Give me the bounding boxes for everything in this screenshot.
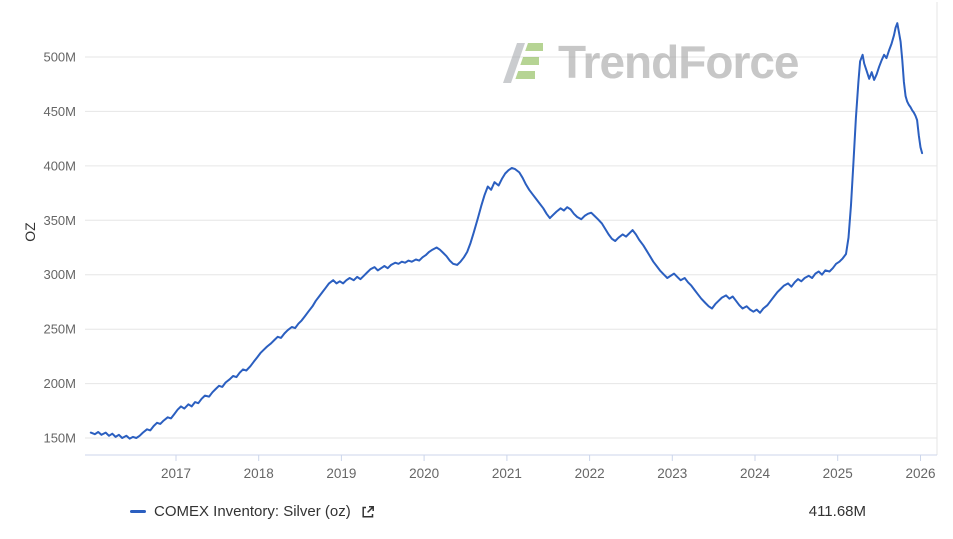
silver-inventory-line-chart: 150M 200M 250M 300M 350M 400M 450M 500M 2017 2018… — [22, 2, 938, 481]
y-axis-tick-label: 400M — [43, 158, 76, 173]
x-axis-tick-label: 2018 — [244, 466, 274, 481]
external-link-icon[interactable] — [361, 505, 375, 519]
y-axis-tick-label: 500M — [43, 50, 76, 65]
y-axis-title: OZ — [22, 222, 38, 242]
x-axis-tick-label: 2017 — [161, 466, 191, 481]
y-axis-tick-label: 300M — [43, 267, 76, 282]
series-line-comex-silver — [89, 22, 924, 440]
legend: COMEX Inventory: Silver (oz) 411.68M — [0, 503, 953, 520]
legend-line-marker — [130, 510, 146, 513]
legend-item-comex-silver[interactable]: COMEX Inventory: Silver (oz) — [130, 503, 375, 520]
x-axis-tick-label: 2024 — [740, 466, 771, 481]
y-axis-tick-label: 350M — [43, 213, 76, 228]
legend-label: COMEX Inventory: Silver (oz) — [154, 503, 351, 520]
x-axis-tick-label: 2019 — [326, 466, 356, 481]
y-axis-tick-label: 200M — [43, 376, 76, 391]
y-axis-tick-label: 150M — [43, 431, 76, 446]
x-axis-tick-label: 2021 — [492, 466, 522, 481]
latest-value: 411.68M — [808, 503, 866, 520]
y-axis-tick-label: 450M — [43, 104, 76, 119]
x-axis-tick-label: 2022 — [575, 466, 605, 481]
x-axis-tick-label: 2026 — [905, 466, 935, 481]
y-axis-tick-label: 250M — [43, 322, 76, 337]
x-axis-tick-label: 2023 — [657, 466, 687, 481]
x-axis-tick-label: 2020 — [409, 466, 439, 481]
x-axis-tick-label: 2025 — [823, 466, 853, 481]
